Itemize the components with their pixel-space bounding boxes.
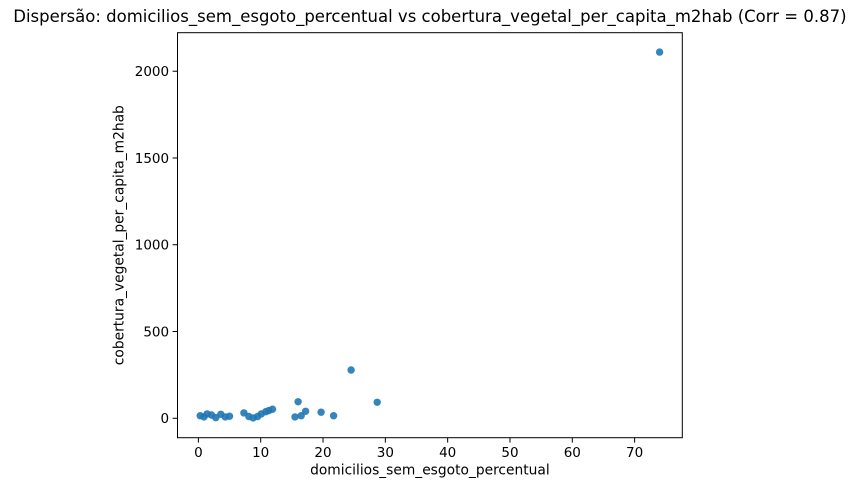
y-tick-label: 2000 [135,64,169,80]
data-point [225,412,234,420]
x-axis-ticks: 0 10 20 30 40 50 60 70 [194,437,643,461]
x-tick-label: 70 [626,445,643,461]
data-point [291,413,299,421]
data-points-group [196,48,664,422]
x-tick-label: 40 [439,445,456,461]
data-point [317,408,325,416]
x-axis-label: domicilios_sem_esgoto_percentual [310,463,550,479]
y-tick-label: 500 [143,324,169,340]
axes-frame [177,32,683,439]
y-axis-label: cobertura_vegetal_per_capita_m2hab [112,105,128,365]
data-point [301,407,310,415]
y-axis-ticks: 0 500 1000 1500 2000 [135,64,178,427]
x-tick-label: 20 [314,445,331,461]
x-tick-label: 60 [564,445,581,461]
y-tick-label: 1000 [135,238,169,254]
x-tick-label: 50 [501,445,518,461]
data-point [294,398,302,406]
y-tick-label: 1500 [135,151,169,167]
x-tick-label: 10 [252,445,269,461]
chart-title: Dispersão: domicilios_sem_esgoto_percent… [13,7,846,27]
x-tick-label: 30 [377,445,394,461]
data-point [329,412,338,420]
data-point [373,398,381,406]
data-point [268,405,277,413]
y-tick-label: 0 [161,411,170,427]
data-point [347,366,355,374]
data-point [655,48,664,56]
x-tick-label: 0 [194,445,203,461]
